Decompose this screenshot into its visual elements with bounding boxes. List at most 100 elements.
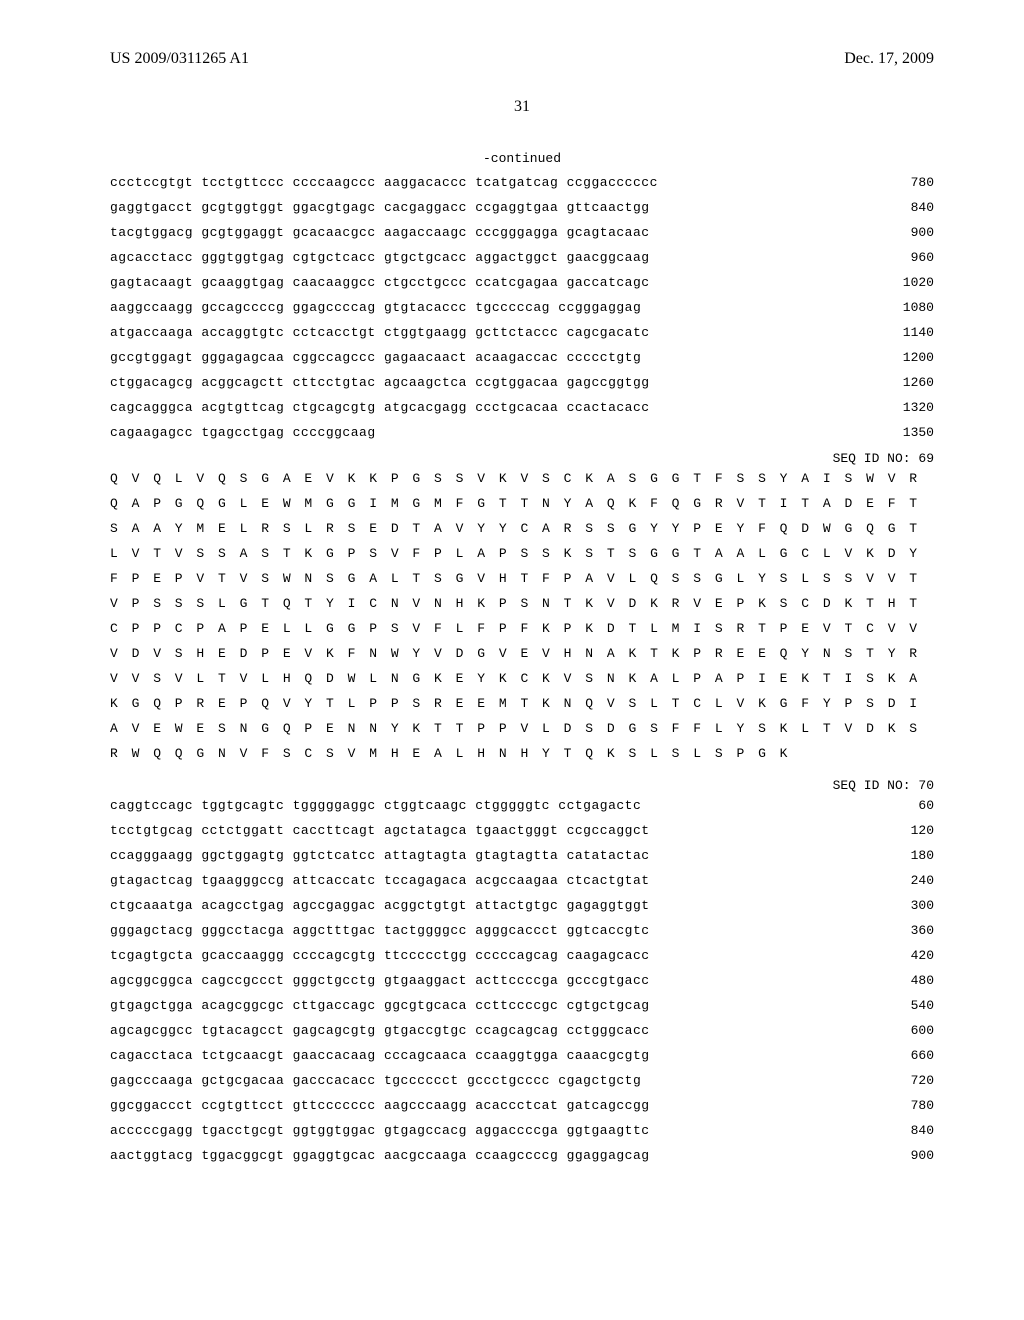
sequence-position: 1200 <box>879 351 934 364</box>
publication-id: US 2009/0311265 A1 <box>110 50 249 68</box>
sequence-text: acccccgagg tgacctgcgt ggtggtggac gtgagcc… <box>110 1124 650 1137</box>
sequence-text: aaggccaagg gccagccccg ggagccccag gtgtaca… <box>110 301 641 314</box>
sequence-line: agcagcggcc tgtacagcct gagcagcgtg gtgaccg… <box>110 1024 934 1037</box>
sequence-line: atgaccaaga accaggtgtc cctcacctgt ctggtga… <box>110 326 934 339</box>
sequence-line: tcctgtgcag cctctggatt caccttcagt agctata… <box>110 824 934 837</box>
sequence-line: ctggacagcg acggcagctt cttcctgtac agcaagc… <box>110 376 934 389</box>
protein-line: L V T V S S A S T K G P S V F P L A P S … <box>110 547 934 560</box>
sequence-position: 780 <box>879 176 934 189</box>
sequence-position: 900 <box>879 226 934 239</box>
protein-line: V V S V L T V L H Q D W L N G K E Y K C … <box>110 672 934 685</box>
sequence-block-2: caggtccagc tggtgcagtc tgggggaggc ctggtca… <box>110 799 934 1162</box>
sequence-position: 1350 <box>879 426 934 439</box>
sequence-line: gagtacaagt gcaaggtgag caacaaggcc ctgcctg… <box>110 276 934 289</box>
sequence-text: cagcagggca acgtgttcag ctgcagcgtg atgcacg… <box>110 401 650 414</box>
sequence-position: 120 <box>879 824 934 837</box>
sequence-text: ctggacagcg acggcagctt cttcctgtac agcaagc… <box>110 376 650 389</box>
sequence-text: caggtccagc tggtgcagtc tgggggaggc ctggtca… <box>110 799 641 812</box>
sequence-text: gagcccaaga gctgcgacaa gacccacacc tgccccc… <box>110 1074 641 1087</box>
sequence-line: tcgagtgcta gcaccaaggg ccccagcgtg ttccccc… <box>110 949 934 962</box>
sequence-position: 360 <box>879 924 934 937</box>
sequence-position: 1080 <box>879 301 934 314</box>
sequence-position: 540 <box>879 999 934 1012</box>
sequence-position: 1320 <box>879 401 934 414</box>
sequence-text: ccagggaagg ggctggagtg ggtctcatcc attagta… <box>110 849 650 862</box>
sequence-position: 600 <box>879 1024 934 1037</box>
continued-label: -continued <box>110 151 934 166</box>
protein-line: K G Q P R E P Q V Y T L P P S R E E M T … <box>110 697 934 710</box>
sequence-line: aactggtacg tggacggcgt ggaggtgcac aacgcca… <box>110 1149 934 1162</box>
protein-sequence: Q V Q L V Q S G A E V K K P G S S V K V … <box>110 472 934 760</box>
sequence-line: cagaagagcc tgagcctgag ccccggcaag 1350 <box>110 426 934 439</box>
protein-line: A V E W E S N G Q P E N N Y K T T P P V … <box>110 722 934 735</box>
sequence-position: 300 <box>879 899 934 912</box>
sequence-line: gggagctacg gggcctacga aggctttgac tactggg… <box>110 924 934 937</box>
sequence-position: 840 <box>879 1124 934 1137</box>
sequence-position: 780 <box>879 1099 934 1112</box>
sequence-position: 480 <box>879 974 934 987</box>
sequence-position: 1020 <box>879 276 934 289</box>
sequence-line: gtagactcag tgaagggccg attcaccatc tccagag… <box>110 874 934 887</box>
sequence-line: acccccgagg tgacctgcgt ggtggtggac gtgagcc… <box>110 1124 934 1137</box>
sequence-line: cagacctaca tctgcaacgt gaaccacaag cccagca… <box>110 1049 934 1062</box>
sequence-text: gccgtggagt gggagagcaa cggccagccc gagaaca… <box>110 351 641 364</box>
publication-date: Dec. 17, 2009 <box>844 50 934 68</box>
protein-line: F P E P V T V S W N S G A L T S G V H T … <box>110 572 934 585</box>
sequence-position: 180 <box>879 849 934 862</box>
sequence-line: caggtccagc tggtgcagtc tgggggaggc ctggtca… <box>110 799 934 812</box>
sequence-text: aactggtacg tggacggcgt ggaggtgcac aacgcca… <box>110 1149 650 1162</box>
sequence-position: 1140 <box>879 326 934 339</box>
sequence-line: gaggtgacct gcgtggtggt ggacgtgagc cacgagg… <box>110 201 934 214</box>
protein-line: V P S S S L G T Q T Y I C N V N H K P S … <box>110 597 934 610</box>
sequence-text: gtagactcag tgaagggccg attcaccatc tccagag… <box>110 874 650 887</box>
sequence-line: agcggcggca cagccgccct gggctgcctg gtgaagg… <box>110 974 934 987</box>
protein-line: V D V S H E D P E V K F N W Y V D G V E … <box>110 647 934 660</box>
protein-line: Q A P G Q G L E W M G G I M G M F G T T … <box>110 497 934 510</box>
sequence-text: gtgagctgga acagcggcgc cttgaccagc ggcgtgc… <box>110 999 650 1012</box>
sequence-position: 840 <box>879 201 934 214</box>
protein-line: C P P C P A P E L L G G P S V F L F P F … <box>110 622 934 635</box>
sequence-line: gccgtggagt gggagagcaa cggccagccc gagaaca… <box>110 351 934 364</box>
page-header: US 2009/0311265 A1 Dec. 17, 2009 <box>110 50 934 68</box>
sequence-position: 720 <box>879 1074 934 1087</box>
sequence-text: agcagcggcc tgtacagcct gagcagcgtg gtgaccg… <box>110 1024 650 1037</box>
sequence-text: tcgagtgcta gcaccaaggg ccccagcgtg ttccccc… <box>110 949 650 962</box>
sequence-text: cagacctaca tctgcaacgt gaaccacaag cccagca… <box>110 1049 650 1062</box>
page-number: 31 <box>110 98 934 116</box>
sequence-text: gggagctacg gggcctacga aggctttgac tactggg… <box>110 924 650 937</box>
sequence-line: ggcggaccct ccgtgttcct gttccccccc aagccca… <box>110 1099 934 1112</box>
sequence-line: ccctccgtgt tcctgttccc ccccaagccc aaggaca… <box>110 176 934 189</box>
protein-line: S A A Y M E L R S L R S E D T A V Y Y C … <box>110 522 934 535</box>
seq-id-70: SEQ ID NO: 70 <box>110 778 934 793</box>
sequence-line: ctgcaaatga acagcctgag agccgaggac acggctg… <box>110 899 934 912</box>
sequence-text: atgaccaaga accaggtgtc cctcacctgt ctggtga… <box>110 326 650 339</box>
sequence-text: ccctccgtgt tcctgttccc ccccaagccc aaggaca… <box>110 176 658 189</box>
sequence-text: gagtacaagt gcaaggtgag caacaaggcc ctgcctg… <box>110 276 650 289</box>
sequence-text: ggcggaccct ccgtgttcct gttccccccc aagccca… <box>110 1099 650 1112</box>
sequence-line: cagcagggca acgtgttcag ctgcagcgtg atgcacg… <box>110 401 934 414</box>
sequence-position: 1260 <box>879 376 934 389</box>
sequence-position: 660 <box>879 1049 934 1062</box>
sequence-text: ctgcaaatga acagcctgag agccgaggac acggctg… <box>110 899 650 912</box>
sequence-position: 60 <box>879 799 934 812</box>
sequence-line: gagcccaaga gctgcgacaa gacccacacc tgccccc… <box>110 1074 934 1087</box>
sequence-text: tcctgtgcag cctctggatt caccttcagt agctata… <box>110 824 650 837</box>
sequence-text: agcacctacc gggtggtgag cgtgctcacc gtgctgc… <box>110 251 650 264</box>
protein-line: Q V Q L V Q S G A E V K K P G S S V K V … <box>110 472 934 485</box>
sequence-line: ccagggaagg ggctggagtg ggtctcatcc attagta… <box>110 849 934 862</box>
sequence-position: 240 <box>879 874 934 887</box>
sequence-line: agcacctacc gggtggtgag cgtgctcacc gtgctgc… <box>110 251 934 264</box>
sequence-block-1: ccctccgtgt tcctgttccc ccccaagccc aaggaca… <box>110 176 934 439</box>
sequence-text: tacgtggacg gcgtggaggt gcacaacgcc aagacca… <box>110 226 650 239</box>
sequence-position: 960 <box>879 251 934 264</box>
sequence-line: tacgtggacg gcgtggaggt gcacaacgcc aagacca… <box>110 226 934 239</box>
sequence-position: 900 <box>879 1149 934 1162</box>
protein-line: R W Q Q G N V F S C S V M H E A L H N H … <box>110 747 934 760</box>
sequence-line: gtgagctgga acagcggcgc cttgaccagc ggcgtgc… <box>110 999 934 1012</box>
sequence-text: cagaagagcc tgagcctgag ccccggcaag <box>110 426 376 439</box>
sequence-text: agcggcggca cagccgccct gggctgcctg gtgaagg… <box>110 974 650 987</box>
sequence-position: 420 <box>879 949 934 962</box>
sequence-text: gaggtgacct gcgtggtggt ggacgtgagc cacgagg… <box>110 201 650 214</box>
seq-id-69: SEQ ID NO: 69 <box>110 451 934 466</box>
sequence-line: aaggccaagg gccagccccg ggagccccag gtgtaca… <box>110 301 934 314</box>
